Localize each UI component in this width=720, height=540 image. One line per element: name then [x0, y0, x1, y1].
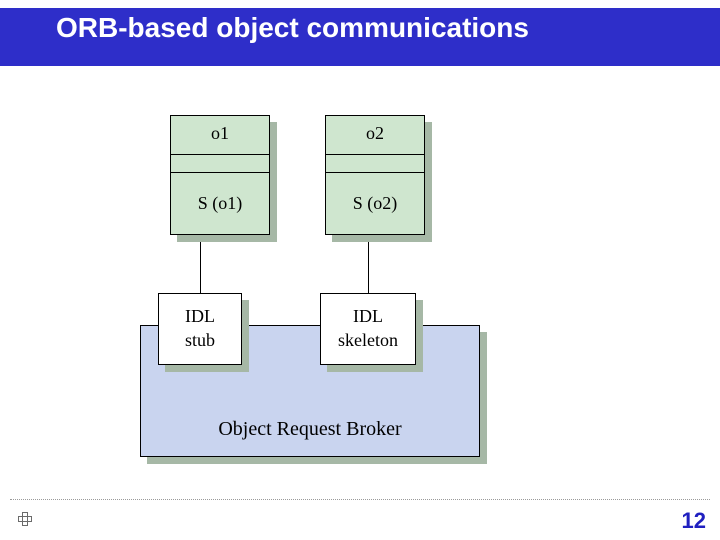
- placeholder-handle-icon: [18, 512, 32, 526]
- idl-stub-box: IDL stub: [158, 293, 242, 365]
- o1-top-label: o1: [171, 123, 269, 144]
- idl-skel-line1: IDL: [321, 306, 415, 327]
- slide-title: ORB-based object communications: [56, 12, 529, 44]
- o2-box: o2 S (o2): [325, 115, 425, 235]
- connector-o2-skel: [368, 235, 369, 293]
- orb-label: Object Request Broker: [141, 418, 479, 441]
- slide: ORB-based object communications Object R…: [0, 0, 720, 540]
- idl-skel-box: IDL skeleton: [320, 293, 416, 365]
- connector-o1-stub: [200, 235, 201, 293]
- o1-div2: [171, 172, 269, 173]
- o2-div1: [326, 154, 424, 155]
- o1-div1: [171, 154, 269, 155]
- orb-diagram: Object Request Broker o1 S (o1) o2 S (o2…: [140, 115, 500, 475]
- idl-stub-line2: stub: [159, 330, 241, 351]
- o1-bottom-label: S (o1): [171, 193, 269, 214]
- o2-top-label: o2: [326, 123, 424, 144]
- footer-rule: [10, 499, 710, 500]
- idl-skel-line2: skeleton: [321, 330, 415, 351]
- o1-box: o1 S (o1): [170, 115, 270, 235]
- idl-stub-line1: IDL: [159, 306, 241, 327]
- page-number: 12: [682, 508, 706, 534]
- o2-div2: [326, 172, 424, 173]
- o2-bottom-label: S (o2): [326, 193, 424, 214]
